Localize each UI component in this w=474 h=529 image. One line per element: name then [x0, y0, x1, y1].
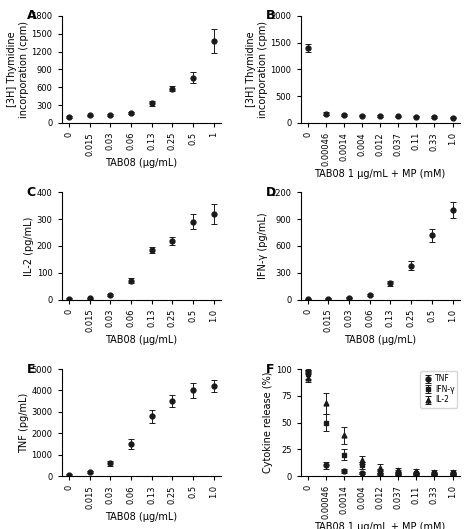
Y-axis label: [3H] Thymidine
incorporation (cpm): [3H] Thymidine incorporation (cpm)	[246, 21, 268, 118]
Text: E: E	[27, 363, 35, 376]
X-axis label: TAB08 1 μg/mL + MP (mM): TAB08 1 μg/mL + MP (mM)	[315, 522, 446, 529]
Y-axis label: IFN-γ (pg/mL): IFN-γ (pg/mL)	[258, 213, 268, 279]
X-axis label: TAB08 (μg/mL): TAB08 (μg/mL)	[105, 512, 177, 522]
X-axis label: TAB08 1 μg/mL + MP (mM): TAB08 1 μg/mL + MP (mM)	[315, 169, 446, 179]
Text: B: B	[265, 10, 275, 22]
Text: F: F	[265, 363, 274, 376]
Text: C: C	[27, 186, 36, 199]
Y-axis label: IL-2 (pg/mL): IL-2 (pg/mL)	[24, 216, 34, 276]
X-axis label: TAB08 (μg/mL): TAB08 (μg/mL)	[105, 158, 177, 168]
Y-axis label: [3H] Thymidine
incorporation (cpm): [3H] Thymidine incorporation (cpm)	[7, 21, 29, 118]
Text: D: D	[265, 186, 276, 199]
X-axis label: TAB08 (μg/mL): TAB08 (μg/mL)	[344, 335, 416, 345]
Legend: TNF, IFN-γ, IL-2: TNF, IFN-γ, IL-2	[420, 371, 457, 407]
Y-axis label: Cytokine release (%): Cytokine release (%)	[263, 372, 273, 473]
Y-axis label: TNF (pg/mL): TNF (pg/mL)	[18, 393, 29, 453]
X-axis label: TAB08 (μg/mL): TAB08 (μg/mL)	[105, 335, 177, 345]
Text: A: A	[27, 10, 36, 22]
